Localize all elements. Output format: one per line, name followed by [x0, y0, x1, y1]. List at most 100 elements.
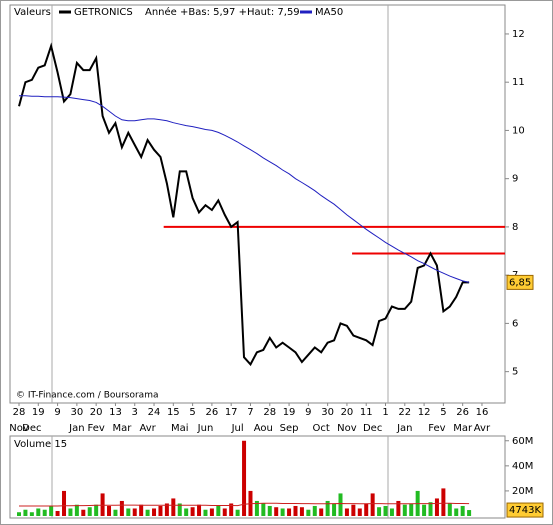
x-tick-label: 19 — [32, 407, 45, 418]
month-label: Jan — [68, 423, 84, 434]
volume-bar — [145, 509, 150, 516]
month-label: Mar — [112, 423, 132, 434]
volume-bar — [402, 504, 407, 516]
volume-bar — [190, 507, 195, 516]
month-label: Fev — [88, 423, 105, 434]
volume-bar — [267, 505, 272, 516]
volume-bar — [55, 510, 60, 516]
month-label: Nov — [9, 423, 29, 434]
x-tick-label: 19 — [283, 407, 296, 418]
month-label: Avr — [474, 423, 491, 434]
x-tick-label: 26 — [456, 407, 469, 418]
x-tick-label: 11 — [360, 407, 373, 418]
x-tick-label: 12 — [418, 407, 431, 418]
y-tick-label: 20M — [512, 486, 533, 497]
volume-bar — [351, 504, 356, 516]
volume-bar — [62, 490, 67, 516]
copyright: © IT-Finance.com / Boursorama — [16, 391, 158, 401]
x-tick-label: 1 — [382, 407, 388, 418]
volume-bar — [293, 505, 298, 516]
volume-bar — [94, 504, 99, 516]
volume-bar — [74, 504, 79, 516]
month-label: Jul — [231, 423, 244, 434]
volume-bar — [325, 500, 330, 516]
x-tick-label: 9 — [305, 407, 311, 418]
last-volume-label: 4743K — [509, 505, 541, 516]
volume-bar — [428, 502, 433, 516]
volume-bar — [87, 507, 92, 516]
volume-bar — [158, 505, 163, 516]
x-tick-label: 15 — [167, 407, 180, 418]
x-tick-label: 26 — [206, 407, 219, 418]
legend-label: GETRONICS — [74, 7, 133, 18]
x-tick-label: 5 — [440, 407, 446, 418]
header: Valeurs — [14, 7, 51, 18]
volume-bar — [216, 505, 221, 516]
month-label: Aou — [254, 423, 273, 434]
x-tick-label: 17 — [225, 407, 238, 418]
x-tick-label: 20 — [341, 407, 354, 418]
legend-label: MA50 — [315, 7, 343, 18]
volume-bar — [434, 498, 439, 516]
x-tick-label: 30 — [71, 407, 84, 418]
y-tick-label: 6 — [512, 318, 518, 329]
volume-bar — [171, 498, 176, 516]
x-tick-label: 7 — [247, 407, 253, 418]
volume-bar — [113, 509, 118, 516]
volume-bar — [454, 508, 459, 516]
month-label: Mar — [453, 423, 473, 434]
month-label: Nov — [337, 423, 357, 434]
month-label: Mai — [171, 423, 189, 434]
month-label: Dec — [363, 423, 382, 434]
volume-bar — [460, 505, 465, 516]
y-tick-label: 60M — [512, 436, 533, 447]
volume-bar — [164, 503, 169, 516]
volume-bar — [119, 500, 124, 516]
volume-bar — [203, 509, 208, 516]
volume-bar — [364, 503, 369, 516]
last-value-label: 6,85 — [509, 277, 531, 288]
volume-bar — [274, 507, 279, 516]
volume-bar — [107, 505, 112, 516]
volume-bar — [254, 500, 259, 516]
month-label: Fev — [428, 423, 445, 434]
subtitle: Année +Bas: 5,97 +Haut: 7,59 — [145, 6, 300, 18]
y-tick-label: 9 — [512, 174, 518, 185]
volume-bar — [152, 508, 157, 516]
volume-bar — [287, 508, 292, 516]
volume-bar — [280, 508, 285, 516]
x-tick-label: 5 — [189, 407, 195, 418]
volume-bar — [197, 504, 202, 516]
x-tick-label: 24 — [148, 407, 161, 418]
series-line — [18, 42, 470, 367]
x-tick-label: 28 — [13, 407, 26, 418]
y-tick-label: 5 — [512, 367, 518, 378]
volume-bar — [68, 508, 73, 516]
volume-bar — [49, 505, 54, 516]
volume-bar — [409, 503, 414, 516]
volume-bar — [306, 509, 311, 516]
y-tick-label: 8 — [512, 222, 518, 233]
y-tick-label: 10 — [512, 125, 525, 136]
y-tick-label: 40M — [512, 461, 533, 472]
volume-bar — [209, 508, 214, 516]
x-tick-label: 16 — [476, 407, 489, 418]
last-value-box — [506, 274, 534, 290]
volume-bar — [132, 508, 137, 516]
x-tick-label: 13 — [109, 407, 122, 418]
volume-bar — [447, 503, 452, 516]
volume-bar — [229, 503, 234, 516]
volume-bar — [36, 508, 41, 516]
volume-bar — [332, 503, 337, 516]
volume-ma — [19, 502, 470, 507]
volume-bar — [357, 508, 362, 516]
last-volume-box — [506, 502, 544, 518]
volume-bar — [422, 504, 427, 516]
volume-bar — [467, 510, 472, 516]
volume-bar — [441, 488, 446, 516]
volume-bar — [81, 509, 86, 516]
volume-bar — [261, 503, 266, 516]
volume-bar — [377, 507, 382, 516]
y-tick-label: 11 — [512, 77, 525, 88]
